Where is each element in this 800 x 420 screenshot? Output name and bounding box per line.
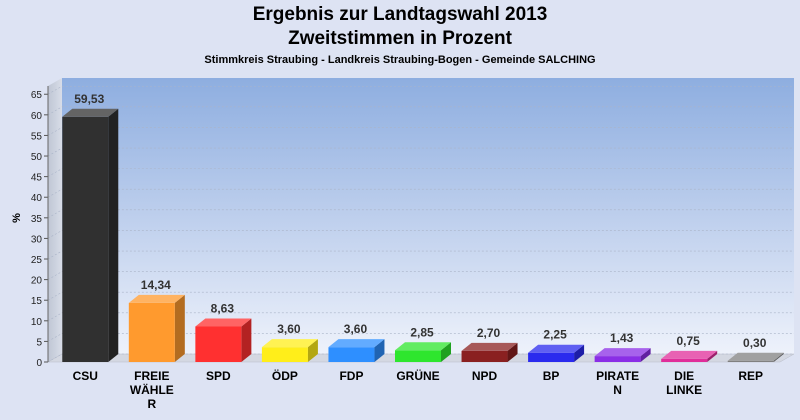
bar-top [328, 339, 385, 348]
gridline [47, 271, 794, 280]
y-tick-label: 0 [36, 358, 42, 369]
y-tick-label: 60 [31, 111, 43, 122]
data-label: 3,60 [344, 322, 368, 336]
gridline [47, 147, 794, 157]
data-label: 0,75 [677, 334, 701, 348]
bar [261, 347, 308, 362]
chart-subtitle: Stimmkreis Straubing - Landkreis Straubi… [204, 54, 596, 66]
chart-title: Ergebnis zur Landtagswahl 2013 [252, 4, 548, 25]
bar-side [574, 344, 585, 362]
y-tick-label: 35 [31, 214, 43, 225]
data-label: 2,25 [543, 328, 567, 342]
bar [461, 350, 508, 362]
data-label: 0,30 [743, 336, 767, 350]
data-label: 14,34 [141, 278, 171, 292]
gridline [47, 209, 794, 219]
bar-top [727, 352, 784, 361]
bar-side [640, 348, 651, 362]
gridline [47, 127, 794, 136]
chart-title-line2: Zweitstimmen in Prozent [288, 28, 512, 49]
data-label: 3,60 [277, 322, 301, 336]
bar-top [62, 108, 119, 117]
bar [661, 358, 708, 362]
bar-side [174, 294, 185, 362]
data-label: 2,70 [477, 326, 501, 340]
bar-side [507, 342, 518, 362]
gridline [47, 333, 794, 342]
bar [528, 352, 575, 362]
bar-top [594, 348, 651, 357]
gridline [47, 85, 794, 95]
bar-side [108, 108, 119, 362]
bar [395, 350, 441, 362]
x-tick-label: SPD [206, 369, 231, 383]
x-tick-label: BP [543, 369, 560, 383]
y-tick-label: 20 [31, 276, 43, 287]
bar-top [528, 344, 585, 353]
y-tick-label: 10 [31, 317, 43, 328]
y-tick-label: 30 [31, 234, 43, 245]
x-tick-label: PIRATE [596, 369, 639, 383]
x-tick-label: NPD [472, 369, 498, 383]
x-tick-label: N [613, 383, 622, 397]
x-tick-label: WÄHLE [130, 382, 174, 397]
y-axis-label: % [11, 213, 23, 223]
bar-side [773, 352, 784, 362]
x-tick-label: FDP [339, 369, 363, 383]
gridline [47, 291, 794, 301]
y-tick-label: 65 [31, 90, 43, 101]
x-tick-label: GRÜNE [396, 368, 439, 383]
x-tick-label: R [147, 397, 156, 411]
y-tick-label: 15 [31, 296, 43, 307]
bar-side [241, 318, 252, 362]
x-tick-label: DIE [674, 369, 694, 383]
bar-top [128, 294, 185, 303]
data-label: 2,85 [410, 325, 434, 339]
y-tick-label: 5 [36, 337, 42, 348]
gridline [47, 106, 794, 116]
gridline [47, 188, 794, 198]
bar-side [374, 339, 385, 362]
x-tick-label: CSU [73, 369, 98, 383]
gridline [47, 250, 794, 260]
bar [328, 347, 375, 362]
gridline [47, 168, 794, 177]
data-label: 1,43 [610, 331, 634, 345]
bar-top [395, 342, 451, 351]
bar [727, 360, 774, 362]
bar [128, 302, 175, 362]
bar-top [195, 318, 252, 327]
x-tick-label: FREIE [134, 369, 169, 383]
y-tick-label: 45 [31, 173, 43, 184]
x-tick-label: ÖDP [272, 368, 298, 383]
bar-side [307, 339, 318, 362]
data-label: 8,63 [211, 301, 235, 315]
data-label: 59,53 [74, 92, 104, 106]
gridline [47, 312, 794, 322]
bar-top [461, 342, 518, 351]
x-tick-label: REP [738, 369, 763, 383]
y-tick-label: 40 [31, 193, 43, 204]
plot-side-wall [48, 78, 62, 362]
bar-side [707, 350, 718, 362]
bar [62, 116, 109, 362]
y-tick-label: 25 [31, 255, 43, 266]
bar-side [441, 342, 451, 362]
bar [594, 356, 641, 362]
y-tick-label: 55 [31, 131, 43, 142]
bar [195, 326, 242, 362]
gridline [47, 230, 794, 239]
y-tick-label: 50 [31, 152, 43, 163]
bar-top [661, 350, 718, 359]
x-tick-label: LINKE [666, 383, 702, 397]
bar-top [261, 339, 318, 348]
